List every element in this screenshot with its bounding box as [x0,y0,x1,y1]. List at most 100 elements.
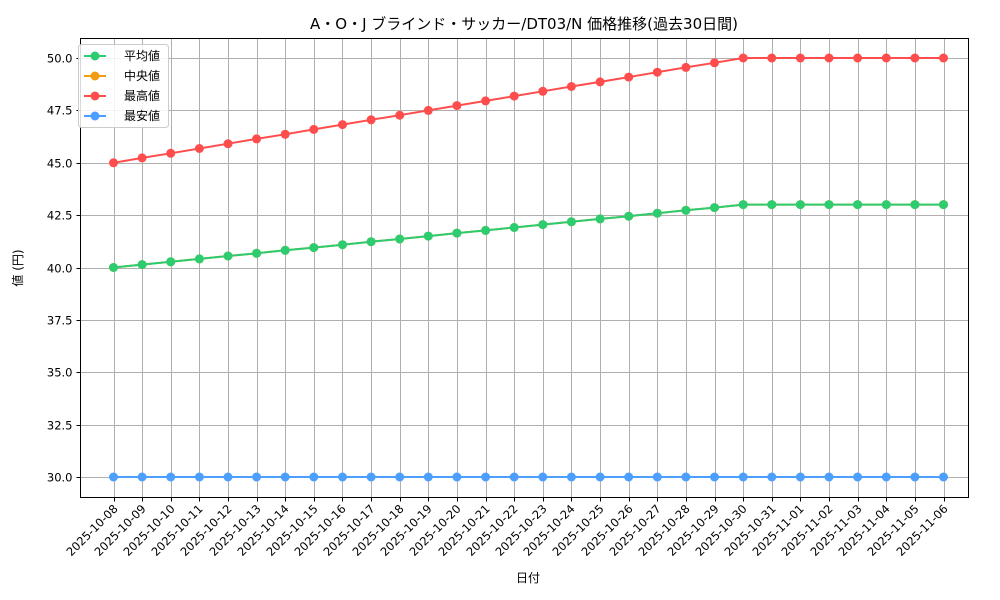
data-point [652,208,662,218]
data-point [939,472,948,482]
y-tick-label: 30.0 [47,471,73,485]
data-point [738,200,748,210]
series-0 [109,200,948,272]
data-point [681,472,691,482]
data-point [652,472,662,482]
data-point [595,214,605,224]
data-point [710,203,719,213]
data-point [109,158,118,168]
legend-label: 中央値 [124,68,160,83]
legend-swatch-marker [90,51,100,61]
data-point [595,472,605,482]
y-tick-label: 47.5 [47,104,73,118]
data-point [538,86,548,96]
data-point [767,53,777,63]
data-point [509,472,519,482]
series-3 [109,472,948,482]
data-point [423,231,433,241]
data-point [423,105,433,115]
data-point [767,472,777,482]
data-point [795,472,805,482]
y-axis-ticks: 30.0 32.5 35.0 37.5 40.0 42.5 45.0 47.5 50.0 [47,52,81,485]
data-point [366,472,376,482]
legend-swatch-marker [90,111,100,121]
data-point [824,53,834,63]
data-point [280,245,290,255]
data-point [624,472,634,482]
legend-label: 平均値 [124,48,160,63]
legend-label: 最高値 [124,88,160,103]
data-point [481,225,491,235]
grid-lines [80,38,969,498]
data-point [309,243,319,253]
data-point [881,200,891,210]
data-point [166,257,176,267]
data-point [366,237,376,247]
data-point [681,62,691,72]
data-point [853,472,863,482]
data-point [395,234,405,244]
data-point [338,472,347,482]
data-point [681,205,691,215]
data-point [481,472,491,482]
data-point [395,472,405,482]
data-point [939,200,948,210]
data-point [738,53,748,63]
data-point [853,200,863,210]
data-point [624,72,634,82]
data-point [166,472,176,482]
series-line [113,57,944,164]
data-point [223,472,233,482]
legend-box [78,44,169,128]
y-tick-label: 32.5 [47,419,73,433]
data-point [423,472,433,482]
data-point [481,96,491,106]
data-point [366,115,376,125]
y-tick-label: 42.5 [47,209,73,223]
data-point [166,148,176,158]
series-1 [109,200,948,272]
data-point [538,472,548,482]
y-tick-label: 50.0 [47,52,73,66]
data-point [795,53,805,63]
data-point [824,472,834,482]
data-point [624,211,634,221]
data-point [767,200,777,210]
y-tick-label: 40.0 [47,262,73,276]
y-axis-label: 値 (円) [10,249,25,286]
data-point [223,139,233,149]
chart-title: A・O・J ブラインド・サッカー/DT03/N 価格推移(過去30日間) [310,15,738,33]
series-2 [109,53,948,168]
legend-swatch-marker [90,91,100,101]
data-point [338,240,347,250]
data-point [137,260,147,270]
data-point [939,53,948,63]
data-point [881,53,891,63]
data-point [509,91,519,101]
series-line [113,203,944,269]
data-point [109,472,118,482]
data-point [566,217,576,227]
data-point [194,144,204,153]
data-point [824,200,834,210]
data-point [566,472,576,482]
data-point [910,53,920,63]
data-point [738,472,748,482]
data-point [710,472,719,482]
data-point [566,82,576,91]
data-point [595,77,605,87]
data-point [223,251,233,261]
data-point [881,472,891,482]
y-tick-label: 45.0 [47,157,73,171]
data-point [109,263,118,272]
data-point [910,200,920,210]
data-point [795,200,805,210]
data-point [395,110,405,120]
data-point [194,254,204,264]
data-series [109,53,948,482]
legend-label: 最安値 [124,108,160,123]
y-tick-label: 35.0 [47,366,73,380]
data-point [509,223,519,232]
